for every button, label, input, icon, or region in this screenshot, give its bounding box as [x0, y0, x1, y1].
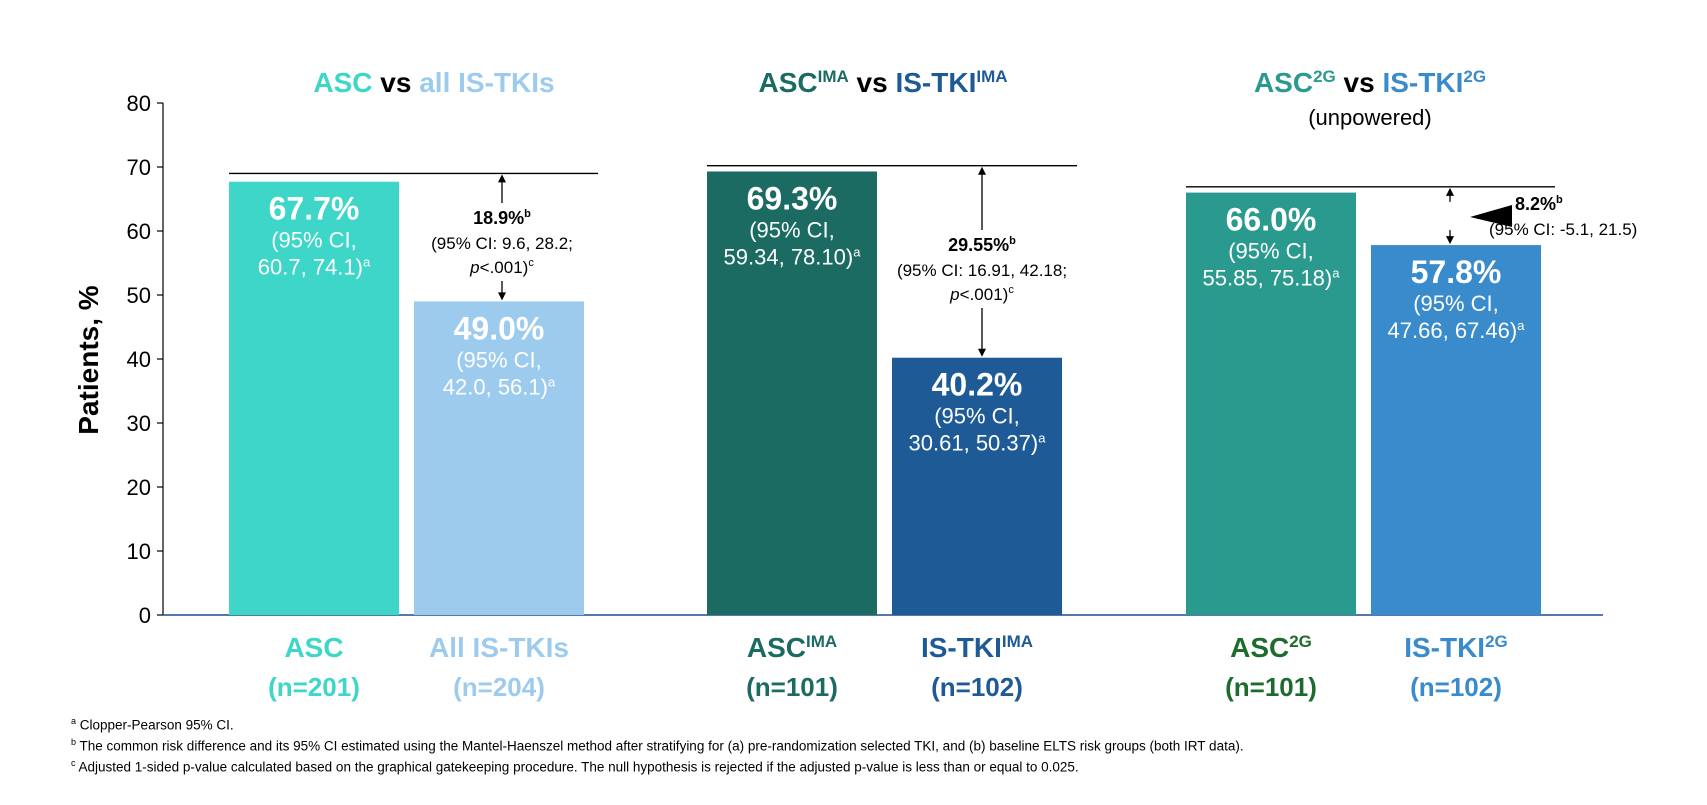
bar — [414, 301, 584, 615]
footnotes: a Clopper-Pearson 95% CI. b The common r… — [71, 713, 1244, 776]
difference-value: 29.55%b — [948, 235, 1016, 255]
difference-ci: (95% CI: -5.1, 21.5) — [1489, 220, 1637, 239]
bar-ci-label: 59.34, 78.10)a — [724, 244, 862, 269]
category-label: IS-TKIIMA — [921, 632, 1033, 663]
bar-ci-label: (95% CI, — [1413, 291, 1499, 316]
bar — [892, 357, 1062, 615]
category-label: IS-TKI2G — [1404, 632, 1508, 663]
category-n-label: (n=102) — [1410, 672, 1502, 702]
y-tick-label: 80 — [127, 91, 151, 116]
difference-value: 8.2%b — [1515, 194, 1563, 214]
group-title: ASCIMA vs IS-TKIIMA — [758, 67, 1007, 98]
category-n-label: (n=102) — [931, 672, 1023, 702]
bar-value-label: 49.0% — [454, 310, 545, 346]
y-tick-label: 50 — [127, 283, 151, 308]
bar — [229, 181, 399, 615]
bar-value-label: 69.3% — [747, 180, 838, 216]
footnote-c: c Adjusted 1-sided p-value calculated ba… — [71, 758, 1079, 775]
bar-chart: 0 10 20 30 40 50 60 70 80 Patients, % ASC vs all I… — [73, 67, 1637, 702]
y-tick-label: 60 — [127, 219, 151, 244]
category-n-label: (n=101) — [746, 672, 838, 702]
bar — [1186, 192, 1356, 615]
group-title: ASC2G vs IS-TKI2G — [1254, 67, 1486, 98]
group-subtitle: (unpowered) — [1308, 105, 1432, 130]
category-label: ASCIMA — [747, 632, 837, 663]
bar-ci-label: 30.61, 50.37)a — [909, 431, 1047, 456]
category-n-label: (n=201) — [268, 672, 360, 702]
bar-ci-label: (95% CI, — [749, 217, 835, 242]
bar-ci-label: 42.0, 56.1)a — [443, 374, 556, 399]
y-tick-label: 10 — [127, 539, 151, 564]
y-tick-label: 20 — [127, 475, 151, 500]
footnote-b: b The common risk difference and its 95%… — [71, 737, 1244, 754]
y-tick-label: 30 — [127, 411, 151, 436]
bar — [707, 171, 877, 616]
bar-ci-label: (95% CI, — [456, 347, 542, 372]
group-title: ASC vs all IS-TKIs — [313, 67, 554, 98]
bar-ci-label: 55.85, 75.18)a — [1203, 266, 1341, 291]
bar-value-label: 66.0% — [1226, 202, 1317, 238]
category-label: All IS-TKIs — [429, 632, 569, 663]
bar-ci-label: (95% CI, — [934, 404, 1020, 429]
bar-value-label: 40.2% — [932, 367, 1023, 403]
difference-value: 18.9%b — [473, 208, 531, 228]
bar-ci-label: (95% CI, — [271, 228, 357, 253]
bar-ci-label: 47.66, 67.46)a — [1388, 318, 1526, 343]
y-tick-label: 40 — [127, 347, 151, 372]
difference-ci: (95% CI: 16.91, 42.18; — [897, 261, 1067, 280]
y-tick-label: 70 — [127, 155, 151, 180]
footnote-a: a Clopper-Pearson 95% CI. — [71, 716, 234, 733]
annotation-bg — [415, 203, 590, 281]
difference-p: p<.001)c — [469, 257, 534, 277]
y-axis-label: Patients, % — [73, 285, 104, 434]
category-n-label: (n=101) — [1225, 672, 1317, 702]
y-tick-label: 0 — [139, 603, 151, 628]
annotation-bg — [880, 230, 1085, 308]
category-label: ASC — [284, 632, 343, 663]
bar-ci-label: (95% CI, — [1228, 239, 1314, 264]
difference-p: p<.001)c — [949, 284, 1014, 304]
category-label: ASC2G — [1230, 632, 1312, 663]
difference-arrow — [1446, 187, 1512, 245]
difference-ci: (95% CI: 9.6, 28.2; — [431, 234, 573, 253]
bar-value-label: 67.7% — [269, 191, 360, 227]
bar — [1371, 245, 1541, 615]
bar-ci-label: 60.7, 74.1)a — [258, 255, 371, 280]
category-n-label: (n=204) — [453, 672, 545, 702]
bar-value-label: 57.8% — [1411, 254, 1502, 290]
